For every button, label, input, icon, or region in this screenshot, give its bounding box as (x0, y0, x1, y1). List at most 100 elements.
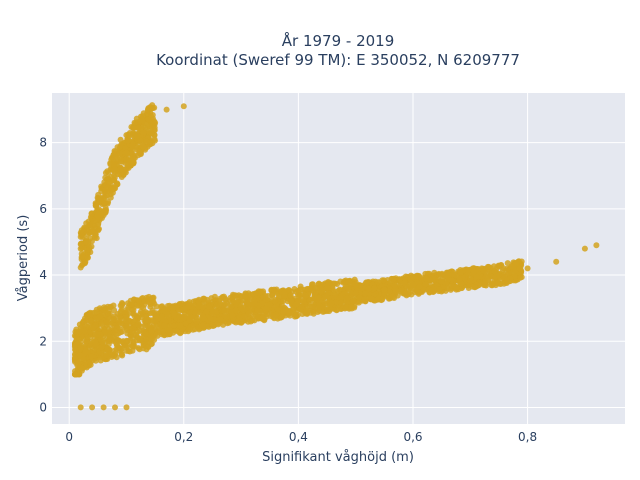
data-point (180, 315, 187, 322)
data-point (111, 148, 118, 154)
data-point (139, 113, 146, 120)
data-point (77, 264, 84, 271)
data-point (491, 268, 498, 274)
data-point (145, 116, 152, 123)
data-point (79, 234, 86, 240)
data-point (386, 288, 393, 295)
data-point (74, 362, 81, 368)
data-point (512, 267, 519, 274)
data-point (118, 338, 125, 345)
y-tick-label: 4 (39, 268, 47, 282)
data-point (158, 314, 165, 321)
data-point (98, 344, 105, 351)
data-point (117, 156, 124, 163)
data-point (171, 311, 178, 318)
data-point (84, 254, 91, 261)
data-point (233, 299, 240, 306)
data-point (95, 199, 102, 206)
data-point (353, 282, 359, 289)
data-point (130, 124, 137, 131)
data-point (180, 103, 187, 110)
data-point (89, 404, 96, 411)
data-point (112, 166, 118, 173)
data-point (92, 338, 99, 345)
data-point (250, 313, 257, 320)
data-point (338, 299, 344, 306)
data-point (129, 143, 136, 149)
data-point (149, 335, 156, 342)
data-point (199, 313, 206, 320)
data-point (125, 157, 131, 164)
data-point (428, 287, 435, 294)
data-point (371, 285, 378, 292)
data-point (125, 318, 132, 325)
data-point (103, 319, 110, 326)
y-tick-label: 8 (39, 136, 47, 150)
data-point (453, 284, 460, 291)
data-point (88, 353, 95, 360)
data-point (149, 105, 156, 112)
data-point (123, 404, 130, 411)
data-point (266, 301, 273, 308)
data-point (130, 156, 137, 163)
data-point (107, 194, 114, 201)
data-point (285, 287, 292, 293)
data-point (422, 270, 429, 277)
data-point (106, 179, 113, 186)
data-point (123, 314, 130, 320)
data-point (95, 226, 101, 233)
data-point (195, 298, 202, 304)
data-point (90, 324, 97, 331)
data-point (177, 322, 184, 329)
data-point (302, 292, 309, 299)
data-point (481, 278, 488, 285)
data-point (374, 279, 381, 286)
data-point (88, 210, 95, 217)
data-point (304, 285, 311, 292)
data-point (342, 284, 349, 291)
data-point (100, 404, 107, 411)
data-point (445, 271, 452, 278)
data-point (300, 298, 307, 305)
data-point (362, 290, 369, 297)
data-point (288, 298, 295, 305)
data-point (217, 301, 224, 308)
data-point (193, 318, 200, 325)
data-point (581, 245, 588, 252)
data-point (391, 282, 398, 289)
data-point (116, 150, 123, 157)
data-point (222, 312, 228, 319)
data-point (94, 331, 101, 338)
data-point (296, 286, 303, 293)
y-tick-label: 6 (39, 202, 47, 216)
data-point (221, 293, 227, 300)
data-point (96, 349, 103, 356)
data-point (137, 118, 143, 125)
data-point (186, 317, 193, 324)
data-point (145, 128, 152, 134)
data-point (343, 304, 350, 311)
x-tick-label: 0,8 (518, 430, 537, 444)
data-point (103, 352, 110, 359)
grid-lines (52, 93, 625, 424)
data-point (469, 283, 476, 290)
data-point (422, 281, 429, 288)
data-point (410, 273, 416, 280)
data-point (83, 238, 90, 245)
data-point (147, 138, 154, 145)
data-point (278, 314, 285, 321)
data-point (252, 290, 259, 297)
data-point (148, 295, 155, 302)
data-point (390, 275, 397, 282)
data-point (113, 354, 120, 361)
data-point (92, 357, 99, 364)
data-point (140, 143, 147, 150)
x-tick-label: 0,2 (174, 430, 193, 444)
data-point (161, 322, 168, 329)
data-point (88, 317, 95, 324)
data-point (147, 303, 154, 310)
x-tick-label: 0,6 (403, 430, 422, 444)
data-point (203, 308, 210, 315)
data-point (77, 344, 84, 351)
